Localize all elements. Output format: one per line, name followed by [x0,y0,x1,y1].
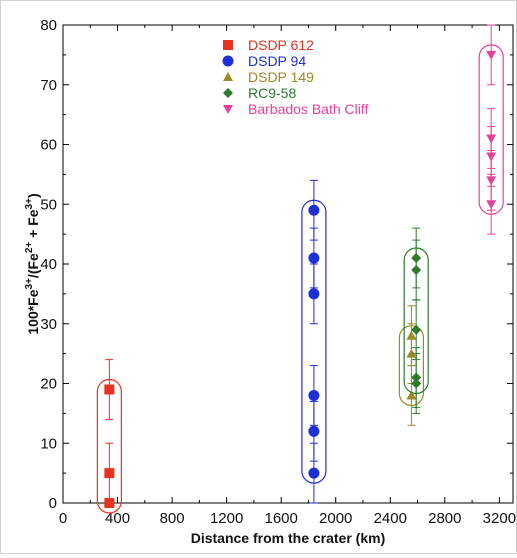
legend-marker [222,55,234,67]
x-tick-label: 1200 [210,510,243,527]
data-point [308,288,320,300]
y-axis-title-part: 2+ [24,242,35,254]
data-point [406,348,417,358]
legend-marker [223,72,233,81]
x-tick-label: 2400 [374,510,407,527]
y-axis-title: 100*Fe3+/(Fe2+ + Fe3+) [24,193,41,334]
data-point [486,176,497,186]
x-axis-title: Distance from the crater (km) [191,530,386,546]
data-point [411,372,422,383]
data-point [411,378,422,389]
data-point [486,50,497,60]
y-axis-title-part: 100* [25,305,41,334]
y-axis-title-part: ) [25,193,41,198]
data-point [308,389,320,401]
y-tick-label: 10 [40,435,57,452]
series-barbados-bath-cliff [478,24,504,235]
y-axis-title-part: 3+ [24,198,35,210]
legend-label: DSDP 94 [248,53,306,69]
data-point [486,134,497,144]
y-tick-label: 40 [40,256,57,273]
data-point [104,468,115,479]
y-tick-label: 70 [40,77,57,94]
y-axis-title-part: Fe [25,253,41,270]
data-point [406,390,417,400]
series-dsdp-612 [96,359,122,514]
series-dsdp-149 [398,305,425,426]
x-tick-label: 2000 [319,510,352,527]
x-tick-label: 800 [160,510,185,527]
x-tick-label: 0 [59,510,67,527]
data-point [308,467,320,479]
data-point [486,200,497,210]
x-tick-label: 1600 [264,510,297,527]
series-dsdp-94 [301,179,327,504]
data-point [411,264,422,275]
plot-area: 0 400 800 1200 1600 2000 2400 2800 3200 0 10 20 30 40… [40,17,516,527]
y-axis-title-part: 3+ [24,278,35,290]
data-point [411,324,422,335]
y-tick-label: 30 [40,316,57,333]
y-axis-title-part: + [25,226,41,242]
data-point [308,425,320,437]
data-point [411,253,422,264]
data-point [308,252,320,264]
x-tick-label: 400 [105,510,130,527]
y-axis-title-part: Fe [25,289,41,306]
y-axis-title-part: Fe [25,209,41,226]
legend-label: DSDP 612 [248,37,314,53]
series-rc9-58 [403,227,429,414]
y-tick-label: 80 [40,17,57,34]
x-tick-label: 3200 [483,510,516,527]
data-point [104,384,115,395]
legend-marker [223,40,233,50]
legend-marker [223,88,233,98]
data-point [308,204,320,216]
y-axis-title-part: / [25,274,41,278]
y-tick-label: 60 [40,137,57,154]
y-tick-label: 50 [40,196,57,213]
legend-label: DSDP 149 [248,69,314,85]
x-tick-label: 2800 [428,510,461,527]
legend-label: RC9-58 [248,85,296,101]
y-tick-label: 20 [40,376,57,393]
legend-marker [223,105,233,114]
data-point [104,498,115,508]
y-tick-label: 0 [49,495,57,512]
data-point [486,152,497,162]
legend-label: Barbados Bath Cliff [248,101,368,117]
y-axis-title-part: ( [25,269,41,274]
data-point [406,330,417,340]
